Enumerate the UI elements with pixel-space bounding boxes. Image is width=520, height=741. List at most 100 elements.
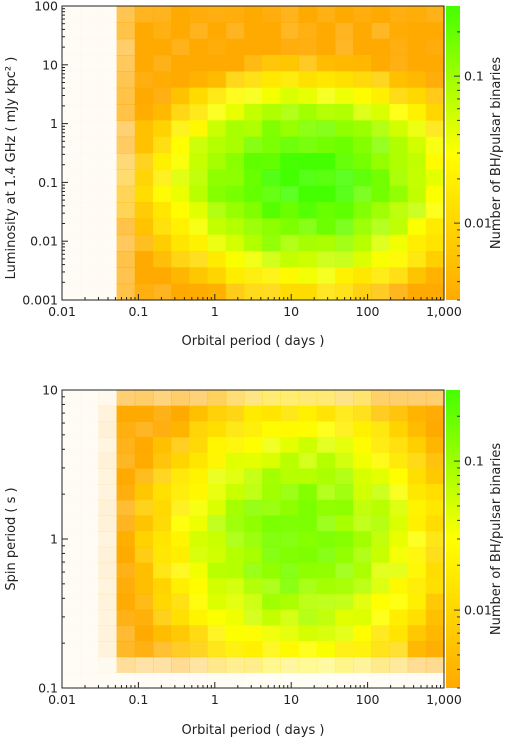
heatmap-cell bbox=[80, 515, 99, 532]
heatmap-cell bbox=[316, 515, 336, 532]
heatmap-cell bbox=[116, 421, 136, 438]
heatmap-cell bbox=[316, 55, 336, 72]
heatmap-cell bbox=[407, 421, 427, 438]
heatmap-cell bbox=[171, 405, 190, 422]
heatmap-cell bbox=[353, 234, 372, 252]
heatmap-cell bbox=[334, 202, 354, 219]
heatmap-cell bbox=[407, 202, 427, 219]
heatmap-cell bbox=[389, 218, 409, 236]
heatmap-cell bbox=[371, 656, 391, 673]
heatmap-cell bbox=[316, 202, 336, 219]
heatmap-cell bbox=[134, 593, 154, 611]
heatmap-cell bbox=[225, 55, 245, 72]
heatmap-cell bbox=[171, 546, 190, 564]
heatmap-cell bbox=[280, 515, 300, 532]
heatmap-cell bbox=[243, 531, 263, 548]
x-tick-label: 1,000 bbox=[426, 304, 462, 319]
heatmap-cell bbox=[280, 484, 300, 501]
heatmap-cell bbox=[425, 251, 445, 268]
heatmap-cell bbox=[425, 609, 445, 626]
heatmap-cell bbox=[98, 136, 118, 154]
heatmap-cell bbox=[298, 185, 318, 203]
heatmap-cell bbox=[116, 499, 136, 517]
heatmap-cell bbox=[98, 578, 118, 595]
heatmap-cell bbox=[389, 71, 409, 89]
heatmap-cell bbox=[80, 267, 99, 285]
heatmap-cell bbox=[243, 87, 263, 105]
heatmap-cell bbox=[389, 546, 409, 564]
heatmap-cell bbox=[80, 202, 99, 219]
heatmap-cell bbox=[207, 55, 227, 72]
heatmap-cell bbox=[334, 515, 354, 532]
heatmap-cell bbox=[316, 468, 336, 485]
heatmap-cell bbox=[407, 185, 427, 203]
heatmap-cell bbox=[134, 283, 154, 301]
heatmap-cell bbox=[134, 55, 154, 72]
heatmap-cell bbox=[116, 437, 136, 454]
heatmap-cell bbox=[298, 468, 318, 485]
heatmap-cell bbox=[425, 153, 445, 170]
heatmap-cell bbox=[225, 22, 245, 40]
heatmap-cell bbox=[371, 546, 391, 564]
heatmap-cell bbox=[207, 71, 227, 89]
heatmap-cell bbox=[407, 104, 427, 121]
heatmap-cell bbox=[334, 283, 354, 301]
heatmap-cell bbox=[334, 71, 354, 89]
heatmap-cell bbox=[262, 22, 281, 40]
heatmap-cell bbox=[334, 484, 354, 501]
heatmap-cell bbox=[334, 55, 354, 72]
heatmap-cell bbox=[116, 672, 136, 689]
heatmap-cell bbox=[62, 267, 81, 285]
heatmap-cell bbox=[189, 484, 209, 501]
heatmap-cell bbox=[389, 484, 409, 501]
heatmap-cell bbox=[243, 153, 263, 170]
heatmap-cell bbox=[334, 656, 354, 673]
heatmap-cell bbox=[134, 405, 154, 422]
heatmap-cell bbox=[80, 185, 99, 203]
heatmap-cell bbox=[316, 421, 336, 438]
heatmap-cell bbox=[152, 218, 172, 236]
heatmap-cell bbox=[353, 499, 372, 517]
heatmap-cell bbox=[280, 267, 300, 285]
colorbar-tick-label: 0.01 bbox=[464, 603, 492, 618]
heatmap-cell bbox=[207, 421, 227, 438]
heatmap-cell bbox=[371, 593, 391, 611]
heatmap-cell bbox=[407, 71, 427, 89]
heatmap-cell bbox=[134, 515, 154, 532]
heatmap-cell bbox=[62, 484, 81, 501]
heatmap-cell bbox=[189, 405, 209, 422]
heatmap-cell bbox=[207, 578, 227, 595]
heatmap-cell bbox=[116, 546, 136, 564]
heatmap-cell bbox=[389, 468, 409, 485]
heatmap-cell bbox=[243, 468, 263, 485]
heatmap-cell bbox=[80, 625, 99, 642]
heatmap-cell bbox=[298, 390, 318, 407]
heatmap-cell bbox=[134, 672, 154, 689]
heatmap-cell bbox=[152, 153, 172, 170]
y-tick-label: 10 bbox=[42, 383, 58, 398]
heatmap-cell bbox=[334, 267, 354, 285]
heatmap-cell bbox=[62, 672, 81, 689]
heatmap-cell bbox=[243, 104, 263, 121]
heatmap-cell bbox=[334, 625, 354, 642]
heatmap-cell bbox=[207, 251, 227, 268]
heatmap-cell bbox=[353, 656, 372, 673]
heatmap-cell bbox=[189, 185, 209, 203]
heatmap-cell bbox=[334, 390, 354, 407]
heatmap-cell bbox=[62, 55, 81, 72]
heatmap-cell bbox=[207, 202, 227, 219]
heatmap-cell bbox=[171, 169, 190, 187]
heatmap-cell bbox=[171, 656, 190, 673]
heatmap-cell bbox=[134, 251, 154, 268]
heatmap-cell bbox=[353, 546, 372, 564]
heatmap-cell bbox=[389, 499, 409, 517]
heatmap-cell bbox=[262, 640, 281, 658]
heatmap-cell bbox=[152, 640, 172, 658]
heatmap-cell bbox=[353, 6, 372, 23]
heatmap-cell bbox=[207, 267, 227, 285]
heatmap-cell bbox=[225, 283, 245, 301]
heatmap-cell bbox=[189, 578, 209, 595]
heatmap-cell bbox=[116, 656, 136, 673]
heatmap-cell bbox=[407, 578, 427, 595]
heatmap-cell bbox=[316, 484, 336, 501]
